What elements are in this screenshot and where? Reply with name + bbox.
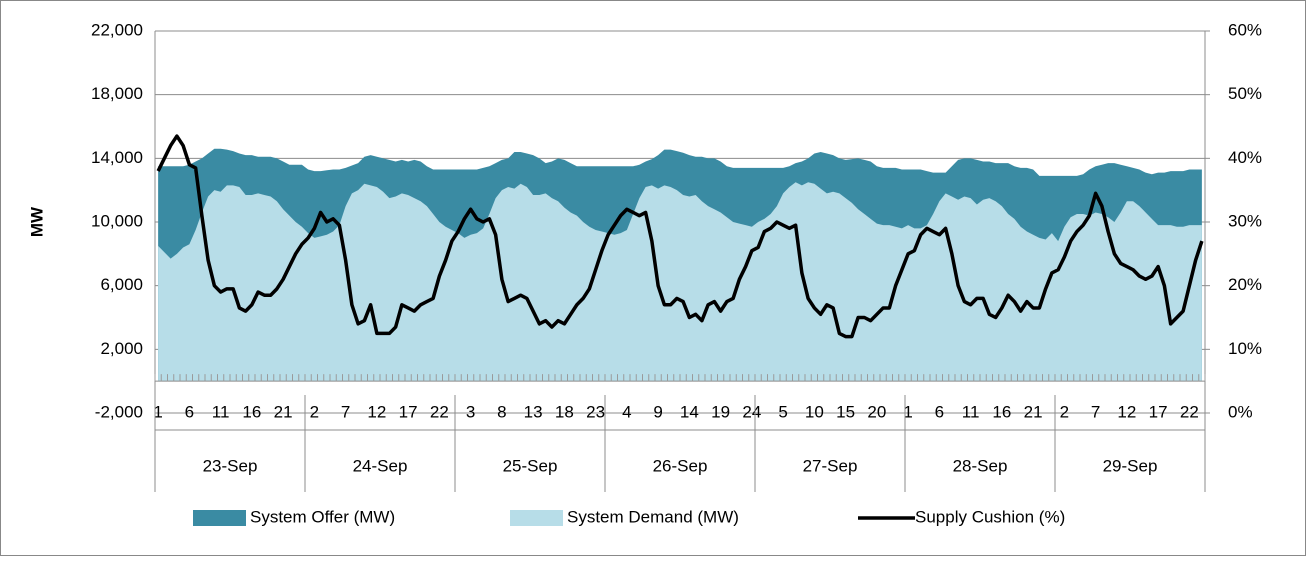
x-tick-label: 12 <box>1117 402 1136 421</box>
y-tick-label: -2,000 <box>95 402 143 421</box>
legend-label: System Demand (MW) <box>567 507 739 526</box>
y-tick-label: 10,000 <box>91 211 143 230</box>
x-tick-label: 9 <box>653 402 662 421</box>
x-tick-label: 6 <box>935 402 944 421</box>
x-tick-label: 16 <box>242 402 261 421</box>
x-tick-label: 16 <box>992 402 1011 421</box>
x-tick-label: 1 <box>153 402 162 421</box>
group-label: 23-Sep <box>203 456 258 475</box>
x-tick-label: 17 <box>1149 402 1168 421</box>
y2-tick-label: 20% <box>1228 275 1262 294</box>
x-tick-label: 21 <box>1024 402 1043 421</box>
legend-swatch <box>193 510 246 526</box>
y2-tick-label: 50% <box>1228 84 1262 103</box>
x-tick-label: 2 <box>1060 402 1069 421</box>
y2-tick-label: 0% <box>1228 402 1253 421</box>
legend-label: Supply Cushion (%) <box>915 507 1065 526</box>
y-tick-label: 18,000 <box>91 84 143 103</box>
x-tick-label: 21 <box>274 402 293 421</box>
line <box>156 134 1204 339</box>
x-tick-label: 2 <box>310 402 319 421</box>
group-label: 27-Sep <box>803 456 858 475</box>
group-label: 28-Sep <box>953 456 1008 475</box>
y-tick-label: 14,000 <box>91 148 143 167</box>
x-tick-label: 18 <box>555 402 574 421</box>
x-tick-label: 8 <box>497 402 506 421</box>
x-tick-label: 15 <box>836 402 855 421</box>
y2-tick-label: 10% <box>1228 339 1262 358</box>
group-label: 24-Sep <box>353 456 408 475</box>
x-tick-label: 7 <box>1091 402 1100 421</box>
x-tick-label: 20 <box>867 402 886 421</box>
x-tick-label: 6 <box>185 402 194 421</box>
y-axis-label: MW <box>27 206 46 237</box>
x-tick-label: 19 <box>711 402 730 421</box>
x-tick-label: 22 <box>1180 402 1199 421</box>
group-label: 25-Sep <box>503 456 558 475</box>
legend-swatch <box>510 510 563 526</box>
x-tick-label: 3 <box>466 402 475 421</box>
y-tick-label: 2,000 <box>100 339 143 358</box>
x-tick-label: 24 <box>742 402 761 421</box>
x-tick-label: 5 <box>778 402 787 421</box>
x-tick-label: 14 <box>680 402 699 421</box>
y-tick-label: 22,000 <box>91 20 143 39</box>
x-tick-label: 12 <box>367 402 386 421</box>
x-tick-label: 10 <box>805 402 824 421</box>
y-tick-label: 6,000 <box>100 275 143 294</box>
x-tick-label: 17 <box>399 402 418 421</box>
x-tick-label: 11 <box>212 402 230 421</box>
x-tick-label: 4 <box>622 402 631 421</box>
x-tick-label: 7 <box>341 402 350 421</box>
x-tick-label: 1 <box>903 402 912 421</box>
legend-label: System Offer (MW) <box>250 507 395 526</box>
x-tick-label: 11 <box>962 402 980 421</box>
group-label: 29-Sep <box>1103 456 1158 475</box>
x-tick-label: 22 <box>430 402 449 421</box>
group-label: 26-Sep <box>653 456 708 475</box>
x-tick-label: 13 <box>524 402 543 421</box>
y2-tick-label: 40% <box>1228 148 1262 167</box>
x-tick-label: 23 <box>586 402 605 421</box>
y2-tick-label: 30% <box>1228 211 1262 230</box>
y2-tick-label: 60% <box>1228 20 1262 39</box>
